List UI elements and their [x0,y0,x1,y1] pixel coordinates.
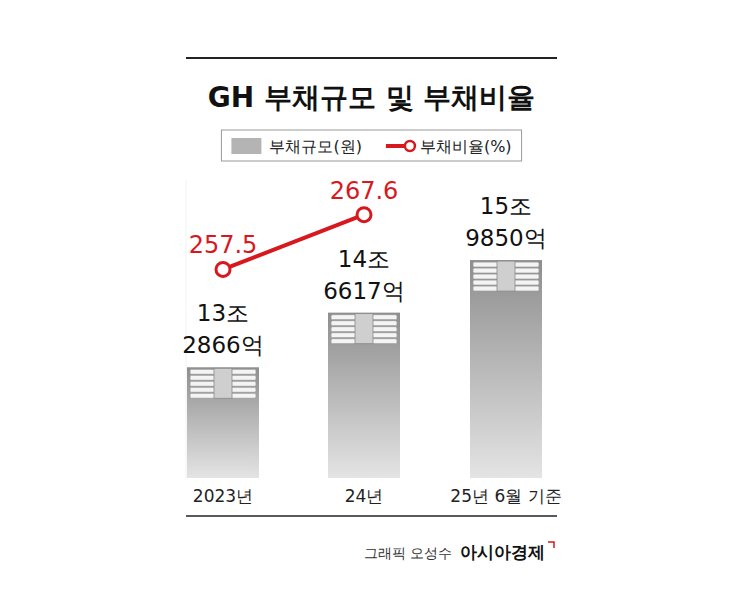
legend-swatch [231,138,261,154]
bottom-rule [186,515,557,517]
logo-mark [548,542,554,548]
bar [470,260,542,478]
money-stack [190,368,256,398]
bar-label-line: 9850억 [465,225,547,251]
bar-label: 15조 9850억 [465,193,547,251]
money-stack [473,261,539,291]
band [355,314,373,344]
bar-label-line: 2866억 [182,332,264,358]
legend-label: 부채규모(원) [269,137,361,156]
bar [187,367,259,478]
band [497,261,515,291]
money-stack [331,314,397,344]
bar [328,313,400,478]
ratio-label: 257.5 [189,231,258,259]
bar-label-line: 6617억 [323,278,405,304]
chart: GH 부채규모 및 부채비율부채규모(원) 부채비율(%) 13조 2866억 14조 6… [0,0,743,594]
legend: 부채규모(원) 부채비율(%) [221,130,521,161]
data-labels: 13조 2866억 14조 6617억 15조 9850억 257.5 267.6 [182,177,547,359]
y-axis-line [186,180,187,478]
band [214,368,232,398]
category-label: 24년 [345,486,384,506]
ratio-label: 267.6 [330,177,399,205]
legend-frame [221,130,521,161]
category-label: 2023년 [193,486,253,506]
title: GH 부채규모 및 부채비율 [208,81,536,114]
ratio-point [357,208,371,222]
bar-label-line: 14조 [338,246,390,272]
ratio-point [216,262,230,276]
top-rule [186,57,557,59]
credit: 그래픽 오성수 [364,545,452,561]
bar-label-line: 15조 [480,193,532,219]
publisher: 아시아경제 [460,542,545,562]
bar-label-line: 13조 [197,300,249,326]
legend-label: 부채비율(%) [420,137,512,156]
bar-label: 14조 6617억 [323,246,405,304]
legend-swatch [405,141,415,151]
category-label: 25년 6월 기준 [450,486,561,506]
bar-label: 13조 2866억 [182,300,264,358]
